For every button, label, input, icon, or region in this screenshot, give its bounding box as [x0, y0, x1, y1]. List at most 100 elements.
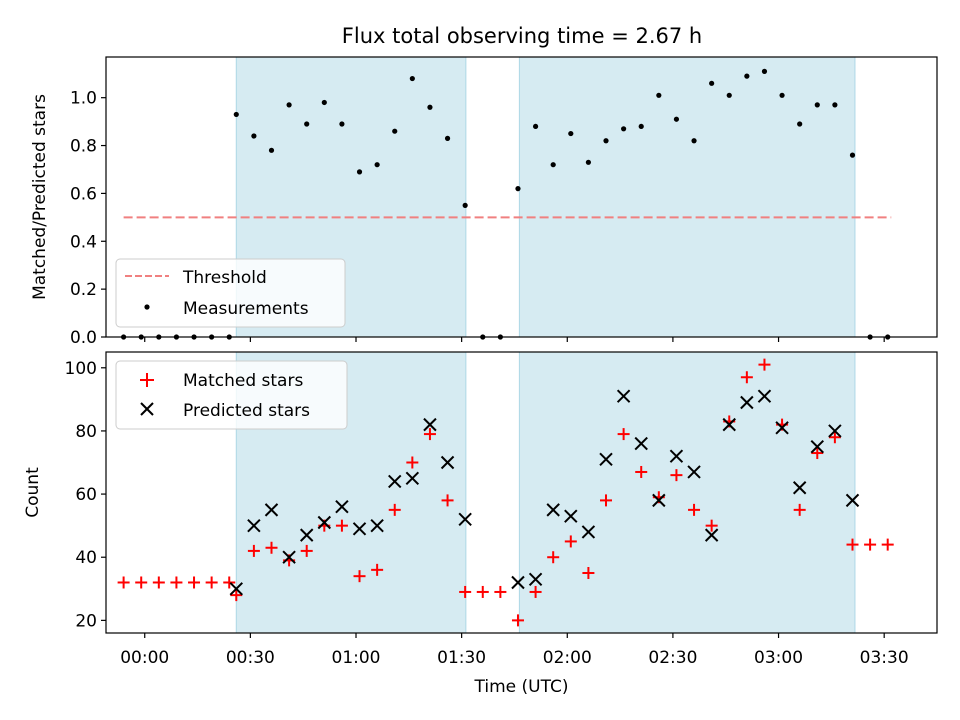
matched-star-point — [205, 576, 218, 589]
ratio-legend-box — [115, 258, 346, 328]
predicted-marker-b — [599, 452, 613, 467]
predicted-star-point — [405, 471, 420, 485]
time-x-axis: 00:00 00:30 01:00 01:30 02:00 02:30 03:00 03:30 — [120, 633, 909, 668]
predicted-star-point — [317, 515, 332, 530]
matched-star-point — [388, 503, 401, 516]
matched-star-point — [881, 538, 894, 551]
matched-star-point — [152, 576, 165, 589]
measurement-point — [356, 169, 363, 175]
ratio-ytick-label: 0.4 — [70, 232, 97, 252]
predicted-marker-b — [229, 582, 243, 596]
predicted-marker-b — [300, 528, 314, 542]
measurement-point — [427, 104, 433, 110]
matched-star-point — [135, 576, 148, 589]
predicted-star-point — [722, 417, 736, 432]
time-xtick-label: 01:00 — [332, 648, 381, 668]
measurement-point — [444, 135, 451, 141]
measurement-point — [603, 138, 609, 144]
ratio-panel: 0.0 0.2 0.4 0.6 0.8 1.0 Matched/Predicted sta… — [30, 56, 938, 348]
legend-predicted-swatch — [140, 402, 154, 416]
predicted-star-point — [300, 528, 314, 542]
matched-star-point — [758, 358, 771, 371]
observing-interval-2 — [518, 351, 856, 634]
matched-star-point — [188, 576, 201, 589]
legend-matched-swatch — [140, 373, 154, 387]
time-xtick-label: 01:30 — [437, 648, 486, 668]
predicted-star-point — [511, 575, 525, 590]
predicted-marker-b — [722, 417, 736, 432]
matched-star-point — [459, 585, 472, 598]
matched-star-point — [223, 576, 236, 589]
predicted-star-point — [775, 421, 789, 435]
predicted-marker-b — [511, 575, 525, 590]
matched-star-point — [846, 538, 859, 551]
measurement-point — [832, 102, 838, 108]
predicted-marker-b — [828, 424, 842, 438]
predicted-star-point — [546, 503, 560, 517]
predicted-marker-b — [335, 500, 349, 514]
matched-star-point — [564, 535, 577, 548]
measurement-point — [515, 186, 521, 192]
count-y-axis-label: Count — [23, 467, 43, 518]
predicted-marker-b — [634, 436, 648, 451]
matched-star-point — [793, 503, 806, 516]
count-panel: 20 40 60 80 100 00:00 00:30 01:00 01:30 02:00 02:… — [23, 351, 938, 697]
predicted-star-points — [229, 389, 860, 596]
predicted-star-point — [792, 481, 807, 495]
matched-star-point — [476, 585, 489, 598]
time-xtick-label: 03:00 — [754, 648, 803, 668]
measurement-point — [392, 128, 398, 134]
measurement-point — [462, 202, 468, 208]
measurement-point — [673, 116, 680, 122]
predicted-marker-b — [546, 503, 560, 517]
legend-predicted-label: Predicted stars — [183, 401, 310, 421]
matched-star-point — [811, 447, 824, 460]
matched-star-point — [617, 428, 630, 441]
time-xtick-label: 03:30 — [860, 648, 909, 668]
count-plot-frame — [105, 351, 938, 634]
predicted-star-point — [335, 500, 349, 514]
measurement-point — [304, 121, 310, 127]
measurement-point — [568, 130, 574, 137]
predicted-marker-b — [652, 493, 666, 508]
matched-star-point — [371, 563, 384, 576]
predicted-marker-b — [528, 572, 543, 587]
predicted-star-point — [581, 525, 596, 539]
count-ytick-label: 40 — [75, 548, 97, 568]
matched-star-point — [441, 494, 454, 507]
predicted-marker-b — [370, 518, 384, 533]
measurement-point — [409, 75, 415, 82]
measurement-point — [797, 121, 803, 127]
time-x-axis-label: Time (UTC) — [474, 677, 569, 697]
matched-star-point — [247, 544, 260, 557]
time-xtick-label: 02:30 — [648, 648, 697, 668]
predicted-star-point — [687, 465, 701, 479]
matched-star-point — [582, 567, 595, 580]
predicted-star-point — [616, 389, 631, 403]
matched-star-point — [117, 576, 130, 589]
observing-interval-2 — [518, 56, 856, 338]
legend-measurement-swatch — [144, 304, 150, 310]
matched-star-points — [117, 358, 894, 627]
predicted-star-point — [704, 528, 719, 542]
matched-star-point — [423, 428, 436, 441]
measurement-point — [814, 102, 820, 108]
predicted-marker-b — [775, 421, 789, 435]
time-xtick-label: 00:00 — [120, 648, 169, 668]
measurement-point — [656, 92, 662, 98]
matched-star-point — [864, 538, 877, 551]
ratio-y-axis: 0.0 0.2 0.4 0.6 0.8 1.0 — [70, 89, 106, 348]
predicted-star-point — [599, 452, 613, 467]
measurement-point — [709, 80, 715, 86]
measurement-point — [849, 152, 856, 158]
predicted-star-point — [388, 474, 402, 489]
predicted-marker-b — [740, 395, 754, 410]
predicted-star-point — [458, 512, 472, 527]
predicted-marker-b — [564, 509, 578, 523]
count-ytick-label: 60 — [75, 485, 97, 505]
predicted-star-point — [828, 424, 842, 438]
ratio-ytick-label: 1.0 — [70, 89, 97, 109]
ratio-x-ticks — [144, 337, 885, 342]
predicted-star-point — [247, 518, 261, 533]
